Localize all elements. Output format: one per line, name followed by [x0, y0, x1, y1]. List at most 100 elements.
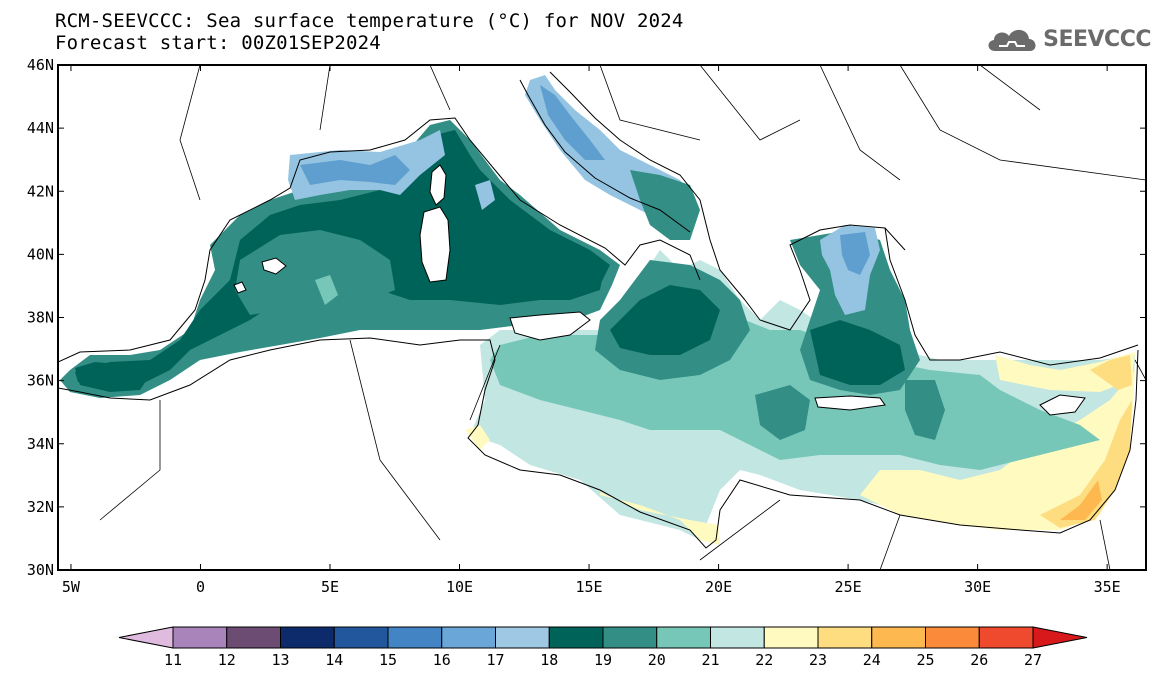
lat-tick-label: 38N [27, 309, 54, 327]
lat-tick-label: 32N [27, 498, 54, 516]
colorbar-swatch [172, 626, 228, 649]
sea-region-16-aegean [840, 232, 870, 275]
colorbar-label: 22 [755, 651, 773, 669]
colorbar-swatch [280, 626, 335, 649]
lat-tick-label: 36N [27, 372, 54, 390]
colorbar-label: 25 [916, 651, 934, 669]
coast-adriatic-west [519, 79, 691, 233]
colorbar-label: 19 [594, 651, 612, 669]
colorbar-swatch [978, 626, 1034, 649]
sea-region-20-levant [958, 415, 1010, 460]
colorbar-label: 24 [863, 651, 881, 669]
coastlines [58, 65, 1146, 570]
sea-region-22 [860, 370, 1135, 530]
colorbar-label: 15 [379, 651, 397, 669]
colorbar-swatch [710, 626, 765, 649]
colorbar-swatch [602, 626, 658, 649]
sea-region-16-liguria [300, 155, 410, 185]
sea-region-18-tyrrhenian [455, 160, 610, 295]
title-line-1: RCM-SEEVCCC: Sea surface temperature (°C… [55, 10, 684, 32]
sea-region-18-alboran [75, 362, 150, 392]
lat-tick-label: 40N [27, 245, 54, 263]
island-sardinia [419, 206, 451, 283]
colorbar-swatch [441, 626, 496, 649]
seevccc-logo: SEEVCCC [985, 24, 1151, 54]
colorbar-swatch [763, 626, 819, 649]
colorbar-swatch [871, 626, 926, 649]
island-mallorca [261, 257, 287, 275]
coast-europe-west [58, 117, 701, 363]
colorbar: 11 12 13 14 15 16 17 18 19 20 21 22 23 24 25 26 27 [118, 626, 1088, 669]
sea-region-20-spot [315, 275, 338, 305]
colorbar-swatch [817, 626, 873, 649]
lon-tick-label: 15E [576, 578, 603, 596]
sea-region-19-levant [755, 385, 810, 440]
lat-tick-label: 42N [27, 182, 54, 200]
colorbar-label: 14 [325, 651, 343, 669]
lon-tick-label: 30E [964, 578, 991, 596]
sea-region-18-aegean [810, 320, 905, 385]
lon-tick-label: 0 [196, 578, 205, 596]
colorbar-under-triangle [118, 626, 174, 649]
sea-region-23b [1090, 355, 1132, 390]
colorbar-label: 26 [970, 651, 988, 669]
colorbar-swatch [495, 626, 550, 649]
border-lines [99, 65, 1146, 570]
colorbar-label: 11 [164, 651, 182, 669]
lon-tick-label: 5E [321, 578, 339, 596]
island-corsica [429, 164, 447, 206]
title-line-2: Forecast start: 00Z01SEP2024 [55, 32, 381, 54]
colorbar-swatch [333, 626, 389, 649]
lat-tick-label: 44N [27, 119, 54, 137]
colorbar-swatch [548, 626, 604, 649]
colorbar-swatch [925, 626, 980, 649]
sea-region-22-libya [600, 492, 720, 545]
map-axes: 46N 44N 42N 40N 38N 36N 34N 32N 30N 5W 0 5E 10E 15E 20… [27, 56, 1146, 596]
lon-tick-label: 20E [705, 578, 732, 596]
lon-tick-label: 25E [835, 578, 862, 596]
colorbar-label: 23 [809, 651, 827, 669]
coast-adriatic-east [549, 71, 746, 301]
islands [233, 164, 1086, 416]
sea-region-23 [1040, 400, 1132, 528]
lat-tick-label: 34N [27, 435, 54, 453]
colorbar-label: 12 [218, 651, 236, 669]
sst-fill [60, 75, 1135, 545]
colorbar-label: 13 [271, 651, 289, 669]
colorbar-swatch [656, 626, 711, 649]
lat-tick-label: 46N [27, 56, 54, 74]
colorbar-label: 16 [433, 651, 451, 669]
colorbar-label: 21 [701, 651, 719, 669]
sea-region-17-tyrrhenian [475, 180, 495, 210]
colorbar-over-triangle [1032, 626, 1088, 649]
island-ibiza [233, 281, 247, 294]
colorbar-label: 27 [1024, 651, 1042, 669]
coast-north-africa [58, 337, 1139, 549]
island-crete [814, 395, 886, 411]
lon-tick-label: 35E [1094, 578, 1121, 596]
colorbar-label: 18 [540, 651, 558, 669]
sea-region-16-adriatic [540, 85, 605, 160]
island-cyprus [1039, 394, 1086, 416]
cloud-icon [988, 29, 1036, 51]
coast-greece [744, 224, 906, 331]
map-title: RCM-SEEVCCC: Sea surface temperature (°C… [55, 10, 684, 54]
colorbar-label: 17 [486, 651, 504, 669]
sea-region-24 [1060, 480, 1102, 520]
colorbar-swatch [226, 626, 281, 649]
lon-tick-label: 5W [62, 578, 81, 596]
sea-region-19-inner [235, 230, 395, 315]
logo-text: SEEVCCC [1043, 26, 1151, 52]
colorbar-label: 20 [648, 651, 666, 669]
coast-turkey [884, 227, 1139, 366]
lon-tick-label: 10E [446, 578, 473, 596]
sea-region-18-ionian [610, 285, 720, 355]
sea-region-22-north [995, 352, 1135, 392]
sea-region-22-tunisia [465, 425, 490, 450]
lat-tick-label: 30N [27, 561, 54, 579]
island-sicily [509, 311, 591, 341]
colorbar-swatch [387, 626, 443, 649]
sea-region-19-levant-b [905, 380, 945, 440]
map-plot-area [58, 65, 1146, 570]
